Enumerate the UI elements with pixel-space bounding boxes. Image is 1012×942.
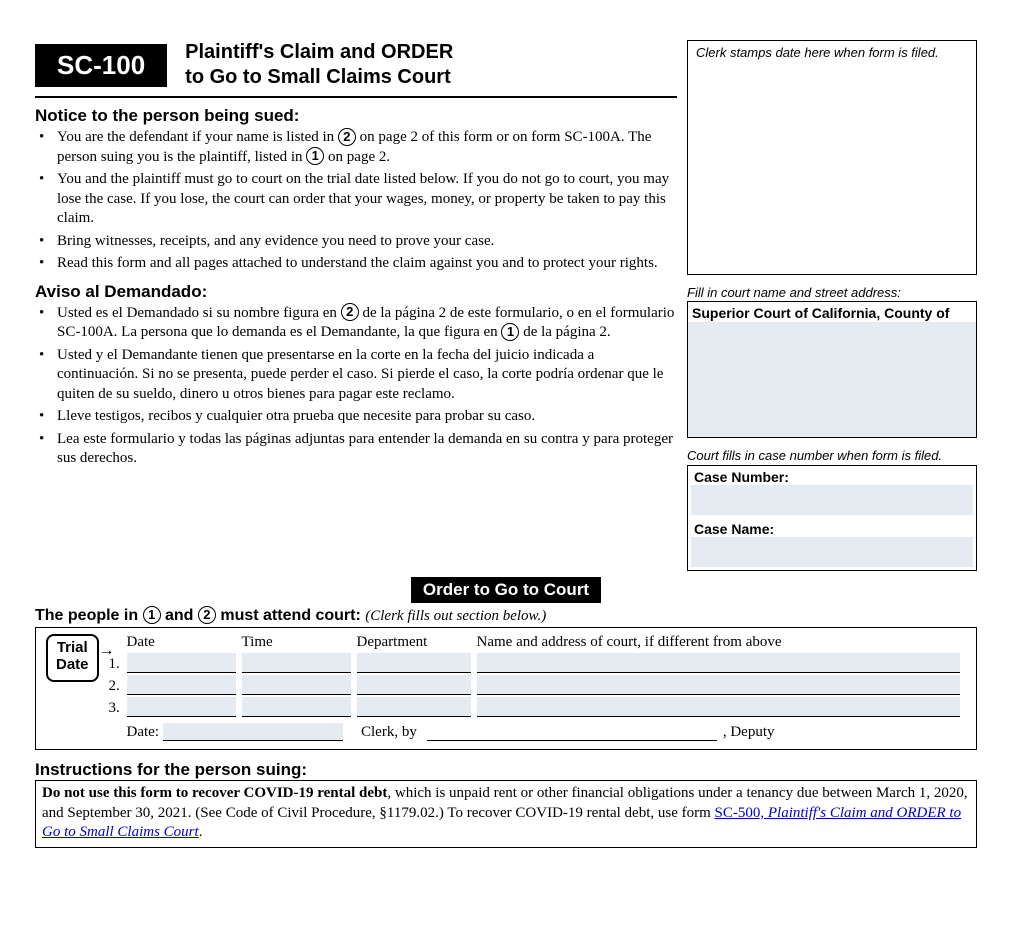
case-box: Case Number: Case Name: — [687, 465, 977, 571]
notice-es-list: Usted es el Demandado si su nombre figur… — [35, 304, 677, 469]
case-name-field[interactable] — [691, 537, 973, 567]
clerk-by-label: Clerk, by — [361, 724, 417, 741]
trial-row-2: 2. — [109, 675, 966, 695]
court-label: Fill in court name and street address: — [687, 285, 977, 300]
es-bullet-4: Lea este formulario y todas las páginas … — [53, 430, 677, 469]
col-dept: Department — [357, 634, 477, 651]
date-field[interactable] — [163, 723, 343, 741]
r1-time[interactable] — [242, 653, 351, 673]
col-date: Date — [127, 634, 242, 651]
trial-date-label-box: Trial Date → — [46, 634, 99, 682]
r2-name[interactable] — [477, 675, 960, 695]
deputy-label: , Deputy — [723, 724, 775, 741]
case-name-label: Case Name: — [688, 518, 976, 537]
notice-es-heading: Aviso al Demandado: — [35, 282, 677, 302]
arrow-icon: → — [99, 642, 115, 660]
circled-2-attend: 2 — [198, 606, 216, 624]
covid-box: Do not use this form to recover COVID-19… — [35, 781, 977, 848]
covid-bold: Do not use this form to recover COVID-19… — [42, 785, 387, 801]
en-bullet-1: You are the defendant if your name is li… — [53, 128, 677, 167]
form-code: SC-100 — [35, 44, 167, 87]
col-name: Name and address of court, if different … — [477, 634, 966, 651]
notice-en-list: You are the defendant if your name is li… — [35, 128, 677, 274]
attend-ital: (Clerk fills out section below.) — [365, 608, 546, 624]
col-time: Time — [242, 634, 357, 651]
r3-date[interactable] — [127, 697, 236, 717]
court-box: Superior Court of California, County of — [687, 301, 977, 438]
circled-2: 2 — [338, 128, 356, 146]
case-label: Court fills in case number when form is … — [687, 448, 977, 463]
r3-name[interactable] — [477, 697, 960, 717]
circled-1-es: 1 — [501, 323, 519, 341]
notice-en-heading: Notice to the person being sued: — [35, 106, 677, 126]
clerk-stamp-label: Clerk stamps date here when form is file… — [696, 45, 939, 60]
r2-dept[interactable] — [357, 675, 471, 695]
attend-line: The people in 1 and 2 must attend court:… — [35, 607, 977, 625]
instructions-heading: Instructions for the person suing: — [35, 760, 977, 781]
r3-dept[interactable] — [357, 697, 471, 717]
r1-dept[interactable] — [357, 653, 471, 673]
trial-box: Trial Date → Date Time Department Name a… — [35, 627, 977, 750]
trial-row-1: 1. — [109, 653, 966, 673]
form-title-line2: to Go to Small Claims Court — [185, 66, 451, 88]
case-number-label: Case Number: — [688, 466, 976, 485]
form-header: SC-100 Plaintiff's Claim and ORDER to Go… — [35, 40, 677, 98]
en-bullet-2: You and the plaintiff must go to court o… — [53, 170, 677, 229]
r1-name[interactable] — [477, 653, 960, 673]
case-number-field[interactable] — [691, 485, 973, 515]
circled-1-attend: 1 — [143, 606, 161, 624]
circled-1: 1 — [306, 147, 324, 165]
r1-date[interactable] — [127, 653, 236, 673]
clerk-sign-row: Date: Clerk, by , Deputy — [127, 723, 966, 741]
es-bullet-3: Lleve testigos, recibos y cualquier otra… — [53, 407, 677, 427]
en-bullet-3: Bring witnesses, receipts, and any evide… — [53, 232, 677, 252]
trial-row-3: 3. — [109, 697, 966, 717]
court-fill-area[interactable] — [688, 322, 976, 437]
es-bullet-2: Usted y el Demandante tienen que present… — [53, 346, 677, 405]
r2-date[interactable] — [127, 675, 236, 695]
es-bullet-1: Usted es el Demandado si su nombre figur… — [53, 304, 677, 343]
date-label: Date: — [127, 724, 159, 741]
trial-columns: Date Time Department Name and address of… — [127, 634, 966, 651]
clerk-sign-field[interactable] — [427, 723, 717, 741]
form-title-line1: Plaintiff's Claim and ORDER — [185, 41, 453, 63]
r2-time[interactable] — [242, 675, 351, 695]
en-bullet-4: Read this form and all pages attached to… — [53, 254, 677, 274]
form-title: Plaintiff's Claim and ORDER to Go to Sma… — [185, 40, 453, 90]
r3-time[interactable] — [242, 697, 351, 717]
court-headline: Superior Court of California, County of — [688, 302, 976, 322]
order-bar: Order to Go to Court — [411, 577, 601, 603]
circled-2-es: 2 — [341, 303, 359, 321]
clerk-stamp-box: Clerk stamps date here when form is file… — [687, 40, 977, 275]
